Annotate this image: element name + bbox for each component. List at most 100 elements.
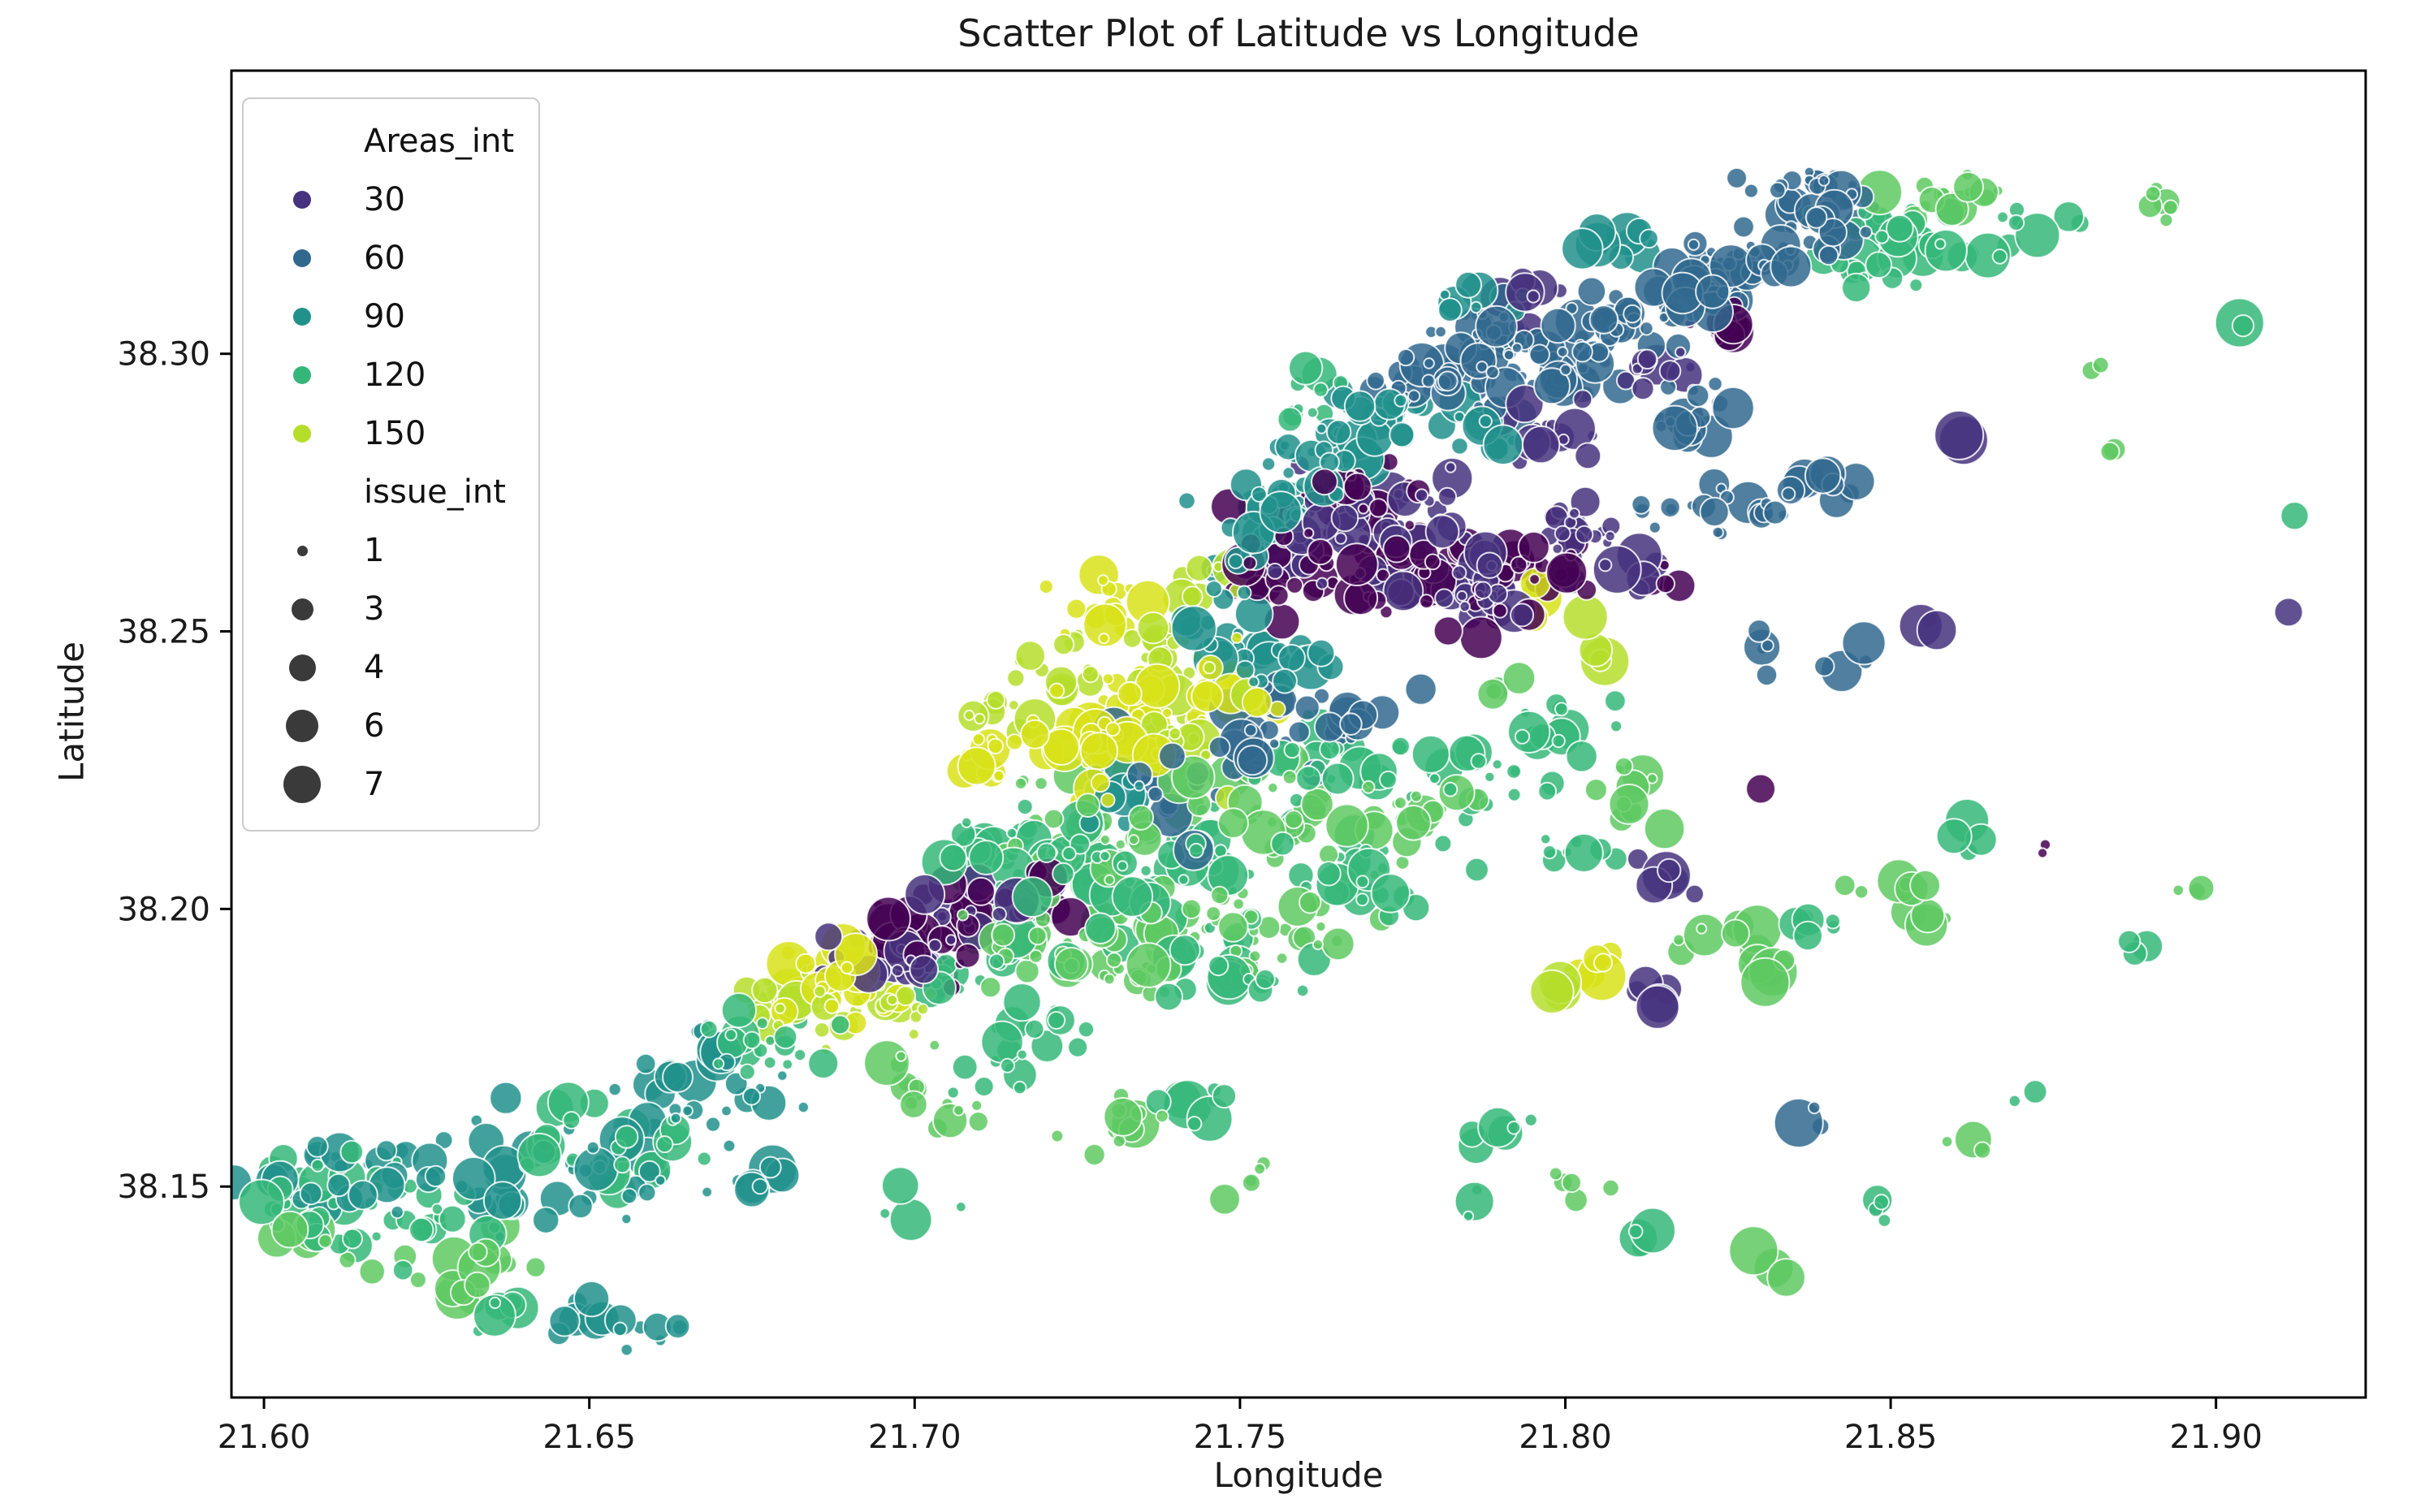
scatter-point	[392, 1259, 414, 1281]
scatter-point	[1463, 1210, 1475, 1222]
scatter-point	[1136, 611, 1170, 645]
scatter-point	[1762, 499, 1788, 525]
scatter-point	[1817, 175, 1830, 187]
legend-dot-icon	[283, 766, 321, 803]
scatter-point	[1243, 724, 1258, 737]
scatter-point	[1533, 367, 1571, 405]
scatter-point	[1492, 603, 1508, 619]
scatter-point	[1052, 633, 1075, 656]
scatter-point	[1542, 845, 1558, 860]
scatter-point	[1295, 765, 1322, 792]
scatter-point	[1212, 1083, 1237, 1109]
scatter-point	[1924, 229, 1969, 273]
scatter-point	[1511, 342, 1523, 354]
scatter-point	[2159, 213, 2174, 228]
scatter-point	[1476, 678, 1510, 711]
scatter-point	[895, 1050, 907, 1062]
scatter-point	[1554, 702, 1569, 717]
scatter-point	[2008, 1094, 2021, 1108]
scatter-point	[1270, 831, 1295, 857]
scatter-point	[1027, 926, 1048, 946]
scatter-point	[1909, 869, 1941, 901]
scatter-point	[1537, 781, 1558, 801]
scatter-point	[1047, 1011, 1066, 1030]
scatter-point	[1540, 307, 1576, 344]
scatter-point	[1726, 166, 1748, 189]
scatter-point	[1287, 720, 1311, 744]
scatter-point	[980, 1020, 1024, 1064]
scatter-point	[1524, 1112, 1538, 1127]
scatter-point	[1695, 274, 1731, 309]
legend-size-item: 4	[268, 638, 514, 697]
scatter-point	[2099, 441, 2120, 462]
scatter-point	[1083, 1143, 1106, 1166]
scatter-point	[1316, 422, 1328, 434]
scatter-point	[1686, 383, 1710, 408]
scatter-point	[1316, 861, 1342, 887]
scatter-point	[1382, 534, 1411, 564]
scatter-point	[1770, 245, 1813, 288]
scatter-point	[1635, 984, 1680, 1030]
scatter-point	[1013, 1080, 1027, 1095]
scatter-point	[1052, 862, 1075, 886]
scatter-point	[1940, 1135, 1954, 1148]
scatter-point	[1721, 918, 1750, 948]
scatter-point	[1437, 486, 1458, 507]
scatter-point	[1604, 530, 1616, 542]
scatter-point	[1232, 897, 1245, 910]
scatter-point	[1236, 585, 1252, 601]
scatter-point	[1028, 949, 1044, 964]
scatter-point	[1205, 905, 1221, 922]
scatter-point	[908, 1028, 920, 1040]
scatter-point	[776, 1069, 789, 1082]
scatter-point	[482, 1181, 523, 1220]
scatter-point	[1048, 682, 1065, 699]
scatter-point	[1646, 772, 1658, 784]
scatter-point	[1006, 668, 1026, 688]
scatter-point	[1320, 927, 1355, 961]
scatter-point	[1016, 1048, 1028, 1061]
scatter-point	[1475, 305, 1518, 348]
y-tick-label: 38.30	[117, 336, 210, 374]
scatter-point	[1320, 762, 1355, 796]
scatter-point	[1011, 876, 1053, 918]
scatter-point	[1908, 278, 1924, 293]
scatter-point	[562, 1111, 581, 1130]
y-tick-label: 38.15	[117, 1169, 210, 1206]
scatter-point	[1210, 885, 1230, 905]
scatter-point	[1208, 736, 1231, 759]
scatter-point	[1117, 860, 1129, 872]
legend-size-title: issue_int	[364, 473, 506, 511]
scatter-point	[1502, 349, 1515, 361]
scatter-point	[1433, 834, 1453, 853]
scatter-point	[1614, 757, 1634, 776]
scatter-point	[1376, 568, 1390, 583]
scatter-point	[1368, 498, 1389, 518]
scatter-point	[1067, 1036, 1089, 1058]
scatter-point	[1295, 983, 1310, 998]
scatter-point	[1097, 574, 1109, 587]
scatter-point	[1339, 712, 1363, 737]
scatter-point	[1952, 171, 1985, 203]
scatter-point	[1514, 728, 1531, 745]
scatter-point	[1334, 542, 1379, 586]
scatter-point	[1568, 508, 1580, 520]
scatter-point	[1105, 952, 1122, 969]
scatter-point	[1659, 496, 1681, 518]
scatter-point	[1886, 214, 1914, 243]
scatter-point	[1267, 782, 1279, 794]
scatter-point	[701, 1186, 713, 1199]
scatter-point	[1934, 238, 1947, 250]
scatter-point	[1510, 555, 1528, 574]
scatter-point	[1002, 983, 1042, 1022]
scatter-point	[1459, 600, 1471, 613]
scatter-point	[720, 992, 758, 1029]
scatter-point	[1755, 663, 1779, 686]
scatter-points-layer	[231, 166, 2310, 1357]
scatter-point	[939, 843, 967, 872]
scatter-point	[326, 1173, 351, 1198]
scatter-point	[586, 1140, 600, 1155]
scatter-point	[655, 1174, 667, 1186]
scatter-point	[2052, 201, 2085, 233]
legend-dot-icon	[286, 710, 318, 742]
